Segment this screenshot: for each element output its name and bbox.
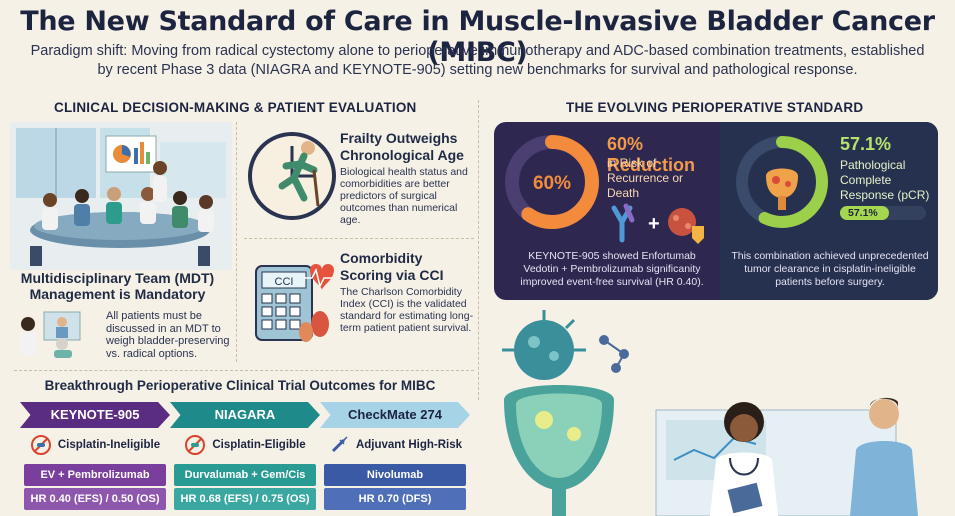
page-title: The New Standard of Care in Muscle-Invas…: [20, 6, 935, 68]
outcomes-panel: 60% 60% Reduction in Risk of Recurrence …: [494, 122, 938, 300]
cci-text: The Charlson Comorbidity Index (CCI) is …: [340, 286, 474, 334]
trial-population: Cisplatin-Eligible: [170, 428, 320, 462]
page-subtitle: Paradigm shift: Moving from radical cyst…: [30, 43, 925, 78]
syringe-icon: [331, 436, 348, 453]
population-label: Adjuvant High-Risk: [355, 439, 463, 451]
mdt-title: Multidisciplinary Team (MDT) Management …: [20, 270, 215, 302]
bladder-doctor-illustration: [502, 310, 918, 516]
trial-name: KEYNOTE-905: [20, 402, 170, 428]
trial-population: Cisplatin-Ineligible: [20, 428, 170, 462]
pcr-progress-bar: 57.1%: [840, 206, 926, 220]
pcr-bar-label: 57.1%: [848, 207, 878, 219]
trial-column-checkmate: CheckMate 274 Adjuvant High-Risk Nivolum…: [320, 402, 470, 512]
no-cisplatin-icon: [30, 435, 51, 455]
trials-title: Breakthrough Perioperative Clinical Tria…: [44, 378, 436, 393]
trial-name: CheckMate 274: [320, 402, 470, 428]
pcr-progress-fill: [840, 206, 890, 220]
column-divider: [478, 100, 479, 400]
calculator-icon: CCI: [255, 264, 334, 342]
population-label: Cisplatin-Eligible: [212, 439, 306, 451]
inner-divider: [236, 122, 237, 362]
frailty-text: Biological health status and comorbiditi…: [340, 166, 468, 226]
cci-screen-label: CCI: [275, 276, 294, 288]
frailty-divider: [244, 238, 474, 239]
recurrence-value: 60% Reduction: [607, 134, 695, 175]
cisplatin-eligible-icon: [185, 435, 206, 455]
trial-name: NIAGARA: [170, 402, 320, 428]
antibody-cell-icon: +: [611, 203, 704, 244]
pcr-label: Pathological Complete Response (pCR): [840, 158, 930, 202]
patient-consult-illustration: [20, 311, 81, 358]
trial-treatment: EV + Pembrolizumab: [24, 464, 166, 486]
right-section-title: THE EVOLVING PERIOPERATIVE STANDARD: [566, 100, 864, 115]
mdt-meeting-illustration: [10, 122, 232, 270]
trial-hr: HR 0.70 (DFS): [324, 488, 466, 510]
trials-divider: [14, 370, 474, 371]
pcr-ring: [736, 136, 828, 228]
recurrence-ring: 60%: [505, 135, 599, 229]
left-section-title: CLINICAL DECISION-MAKING & PATIENT EVALU…: [54, 100, 417, 115]
trial-hr: HR 0.40 (EFS) / 0.50 (OS): [24, 488, 166, 510]
clock-runner-icon: [248, 132, 336, 220]
trial-column-niagara: NIAGARA Cisplatin-Eligible Durvalumab + …: [170, 402, 320, 512]
frailty-title: Frailty Outweighs Chronological Age: [340, 130, 464, 163]
cci-title: Comorbidity Scoring via CCI: [340, 250, 444, 283]
ring-value: 60%: [533, 173, 571, 194]
population-label: Cisplatin-Ineligible: [57, 439, 161, 451]
trial-treatment: Durvalumab + Gem/Cis: [174, 464, 316, 486]
mdt-text: All patients must be discussed in an MDT…: [106, 310, 230, 360]
pcr-value: 57.1%: [840, 134, 892, 154]
recurrence-kpi: 60% 60% Reduction in Risk of Recurrence …: [494, 122, 720, 300]
trial-population: Adjuvant High-Risk: [320, 428, 470, 462]
svg-text:+: +: [648, 213, 660, 235]
trial-hr: HR 0.68 (EFS) / 0.75 (OS): [174, 488, 316, 510]
pcr-caption: This combination achieved unprecedented …: [731, 250, 929, 288]
recurrence-caption: KEYNOTE-905 showed Enfortumab Vedotin + …: [520, 250, 704, 288]
recurrence-label: in Risk of Recurrence or Death: [607, 156, 684, 200]
pcr-kpi: 57.1% Pathological Complete Response (pC…: [720, 122, 938, 300]
trial-treatment: Nivolumab: [324, 464, 466, 486]
trial-column-keynote: KEYNOTE-905 Cisplatin-Ineligible EV + Pe…: [20, 402, 170, 512]
